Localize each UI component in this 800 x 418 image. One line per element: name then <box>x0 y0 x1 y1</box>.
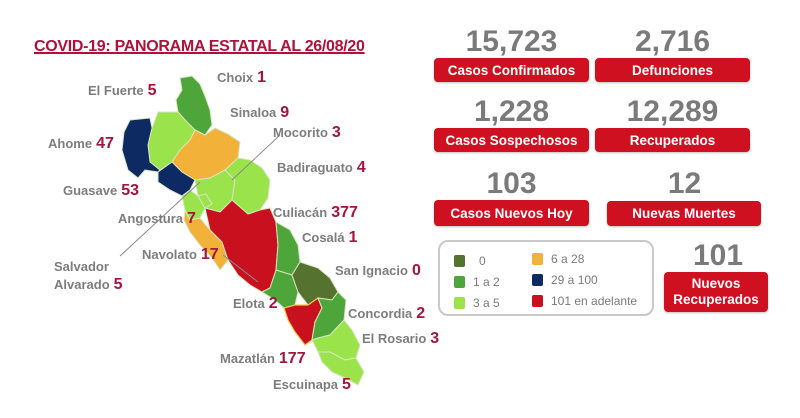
new-cases-today-label: Casos Nuevos Hoy <box>434 200 589 226</box>
legend-swatch <box>532 253 543 265</box>
suspected-cases-label: Casos Sospechosos <box>434 128 589 152</box>
confirmed-cases-value: 15,723 <box>465 25 558 58</box>
label-mocorito: Mocorito 3 <box>273 124 341 141</box>
deaths-value: 2,716 <box>634 25 711 58</box>
region-escuinapa <box>317 351 365 386</box>
legend-item-2: 3 a 5 <box>454 296 500 310</box>
deaths-label: Defunciones <box>595 58 750 82</box>
new-recovered-label: Nuevos Recuperados <box>664 272 768 312</box>
region-navolato <box>183 208 229 271</box>
label-el-rosario: El Rosario 3 <box>362 330 440 347</box>
legend-swatch <box>454 255 465 267</box>
confirmed-cases-label: Casos Confirmados <box>434 58 589 82</box>
region-badiraguato <box>224 157 271 215</box>
sinaloa-map: Choix 1 El Fuerte 5 Sinaloa 9 Mocorito 3 Aho… <box>48 69 439 393</box>
label-mazatlan: Mazatlán 177 <box>220 350 306 367</box>
new-recovered-label-line2: Recuperados <box>673 292 759 307</box>
label-salvador: Salvador <box>54 259 109 274</box>
recovered-value: 12,289 <box>626 95 719 128</box>
label-badiraguato: Badiraguato 4 <box>277 159 366 176</box>
region-san-ignacio <box>291 261 339 306</box>
region-salvador-alvarado <box>197 193 213 209</box>
label-elota: Elota 2 <box>233 295 278 312</box>
label-navolato: Navolato 17 <box>142 246 219 263</box>
new-cases-today-value: 103 <box>486 167 537 200</box>
new-deaths-label: Nuevas Muertes <box>607 201 761 226</box>
new-recovered-label-line1: Nuevos <box>691 276 741 291</box>
legend-item-1: 1 a 2 <box>454 275 500 289</box>
label-culiacan: Culiacán 377 <box>273 204 358 221</box>
suspected-cases-value: 1,228 <box>473 95 550 128</box>
map-shapes <box>119 75 365 386</box>
label-alvarado: Alvarado 5 <box>54 276 123 293</box>
legend-swatch <box>454 276 465 288</box>
legend-swatch <box>532 274 543 286</box>
label-san-ignacio: San Ignacio 0 <box>335 262 421 279</box>
label-cosala: Cosalá 1 <box>302 229 358 246</box>
label-sinaloa: Sinaloa 9 <box>230 104 290 121</box>
label-ahome: Ahome 47 <box>48 135 114 152</box>
legend-item-3: 6 a 28 <box>532 252 584 266</box>
label-escuinapa: Escuinapa 5 <box>273 376 351 393</box>
label-angostura: Angostura 7 <box>118 210 196 227</box>
legend-swatch <box>454 297 465 309</box>
legend-item-0: 0 <box>454 254 486 268</box>
new-deaths-value: 12 <box>667 167 702 200</box>
new-recovered-value: 101 <box>692 239 744 272</box>
legend-item-5: 101 en adelante <box>532 294 637 308</box>
legend-swatch <box>532 295 543 307</box>
legend-item-4: 29 a 100 <box>532 273 598 287</box>
recovered-label: Recuperados <box>595 128 750 152</box>
legend: 0 1 a 2 3 a 5 6 a 28 29 a 100 101 en ade… <box>438 240 654 316</box>
page-title: COVID-19: PANORAMA ESTATAL AL 26/08/20 <box>34 38 365 55</box>
label-guasave: Guasave 53 <box>63 182 139 199</box>
label-concordia: Concordia 2 <box>348 305 426 322</box>
label-choix: Choix 1 <box>217 69 267 86</box>
label-el-fuerte: El Fuerte 5 <box>88 82 157 99</box>
